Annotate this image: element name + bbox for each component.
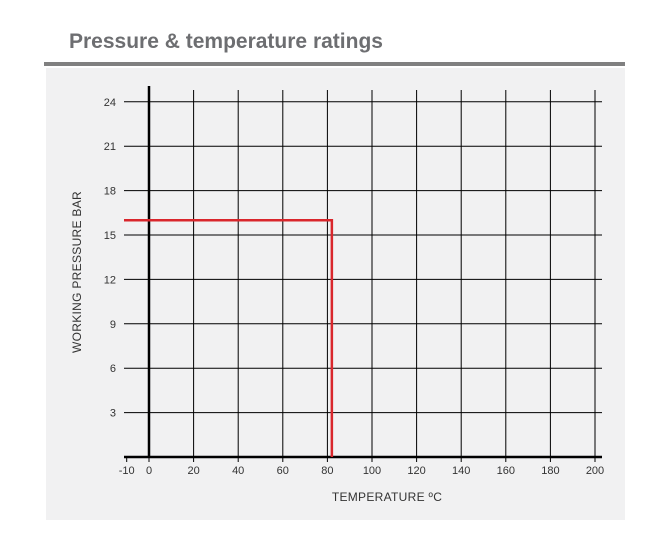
axes <box>124 86 602 459</box>
y-tick-label: 9 <box>110 319 116 331</box>
chart-panel <box>46 68 625 520</box>
y-tick-label: 24 <box>104 97 116 109</box>
tick-marks <box>126 457 596 462</box>
x-tick-label: 140 <box>452 465 470 477</box>
x-tick-label: 100 <box>363 465 381 477</box>
y-tick-label: 21 <box>104 141 116 153</box>
x-tick-label: 40 <box>232 465 244 477</box>
grid-lines <box>124 90 602 457</box>
x-tick-label: 160 <box>497 465 515 477</box>
rating-limit-line <box>124 218 334 457</box>
x-tick-label: 80 <box>321 465 333 477</box>
x-tick-label: 200 <box>586 465 604 477</box>
y-tick-label: 12 <box>104 274 116 286</box>
y-tick-label: 15 <box>104 230 116 242</box>
y-tick-labels: 3 6 9 12 15 18 21 24 <box>104 97 116 420</box>
x-tick-label: -10 <box>119 465 135 477</box>
x-tick-label: 120 <box>407 465 425 477</box>
y-tick-label: 6 <box>110 363 116 375</box>
x-axis-title: TEMPERATURE ºC <box>332 490 442 504</box>
chart-title: Pressure & temperature ratings <box>69 30 383 53</box>
y-tick-label: 18 <box>104 186 116 198</box>
x-tick-labels: -10 0 20 40 60 80 100 120 140 160 180 200 <box>119 465 604 477</box>
x-tick-label: 60 <box>277 465 289 477</box>
title-underline <box>44 62 625 66</box>
series-layer <box>124 218 334 457</box>
x-tick-label: 0 <box>146 465 152 477</box>
x-tick-label: 20 <box>187 465 199 477</box>
y-tick-label: 3 <box>110 408 116 420</box>
x-tick-label: 180 <box>541 465 559 477</box>
y-axis-title: WORKING PRESSURE BAR <box>70 191 84 353</box>
